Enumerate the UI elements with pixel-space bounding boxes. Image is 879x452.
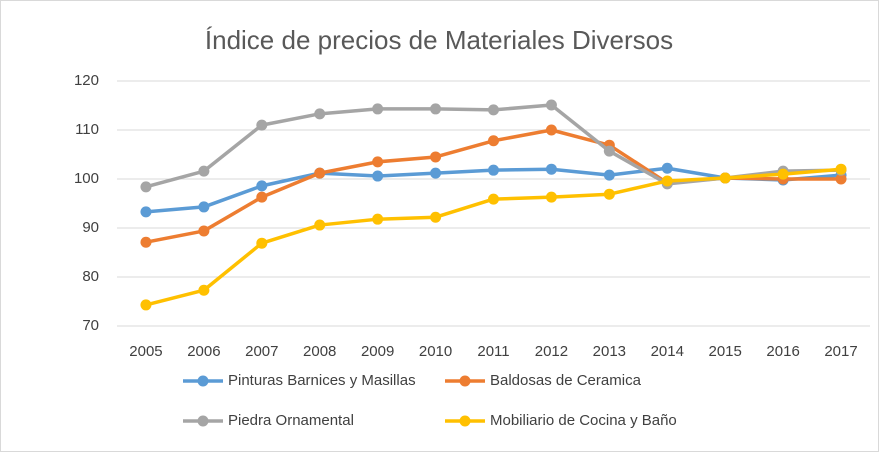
y-tick-label: 80 — [82, 268, 99, 285]
data-point — [488, 135, 499, 147]
x-tick-label: 2017 — [824, 343, 857, 360]
legend-label: Mobiliario de Cocina y Baño — [490, 412, 677, 429]
data-point — [198, 225, 210, 237]
y-tick-label: 110 — [75, 121, 99, 138]
data-point — [488, 164, 499, 176]
data-point — [256, 180, 268, 192]
data-point — [430, 103, 442, 115]
data-point — [140, 206, 152, 218]
data-point — [372, 213, 384, 225]
data-point — [545, 191, 557, 203]
data-point — [661, 162, 673, 174]
legend-marker — [197, 375, 209, 387]
data-point — [140, 236, 152, 248]
y-tick-label: 100 — [74, 170, 99, 187]
data-point — [545, 99, 557, 111]
data-point — [198, 165, 210, 177]
data-point — [430, 167, 442, 179]
data-point — [314, 108, 326, 120]
data-point — [603, 145, 615, 157]
data-point — [835, 163, 847, 175]
y-tick-label: 90 — [82, 219, 99, 236]
data-point — [198, 201, 210, 213]
x-tick-label: 2014 — [651, 343, 684, 360]
data-point — [545, 163, 557, 175]
legend-marker — [459, 375, 471, 387]
data-point — [314, 167, 326, 179]
data-point — [488, 193, 499, 205]
data-point — [372, 170, 384, 182]
x-tick-label: 2011 — [477, 343, 509, 360]
data-point — [140, 181, 152, 193]
legend-label: Baldosas de Ceramica — [490, 372, 642, 389]
data-point — [256, 237, 268, 249]
x-tick-label: 2010 — [419, 343, 452, 360]
legend-marker — [459, 415, 471, 427]
x-tick-label: 2008 — [303, 343, 336, 360]
data-point — [430, 211, 442, 223]
x-tick-label: 2016 — [766, 343, 799, 360]
data-point — [256, 119, 268, 131]
data-point — [372, 103, 384, 115]
data-point — [488, 104, 499, 116]
data-point — [835, 173, 847, 185]
x-tick-label: 2013 — [593, 343, 626, 360]
data-point — [719, 172, 731, 184]
x-tick-label: 2005 — [129, 343, 162, 360]
y-tick-label: 120 — [74, 72, 99, 89]
data-point — [314, 219, 326, 231]
data-point — [545, 124, 557, 136]
legend-label: Piedra Ornamental — [228, 412, 354, 429]
data-point — [661, 175, 673, 187]
x-tick-label: 2012 — [535, 343, 568, 360]
legend-label: Pinturas Barnices y Masillas — [228, 372, 416, 389]
data-point — [603, 188, 615, 200]
chart-title: Índice de precios de Materiales Diversos — [205, 25, 673, 55]
data-point — [372, 156, 384, 168]
legend-marker — [197, 415, 209, 427]
data-point — [256, 191, 268, 203]
x-tick-label: 2009 — [361, 343, 394, 360]
data-point — [603, 169, 615, 181]
y-tick-label: 70 — [82, 317, 99, 334]
data-point — [430, 151, 442, 163]
data-point — [198, 284, 210, 296]
x-tick-label: 2015 — [709, 343, 742, 360]
x-tick-label: 2006 — [187, 343, 220, 360]
data-point — [140, 299, 152, 311]
data-point — [777, 168, 789, 180]
x-tick-label: 2007 — [245, 343, 278, 360]
